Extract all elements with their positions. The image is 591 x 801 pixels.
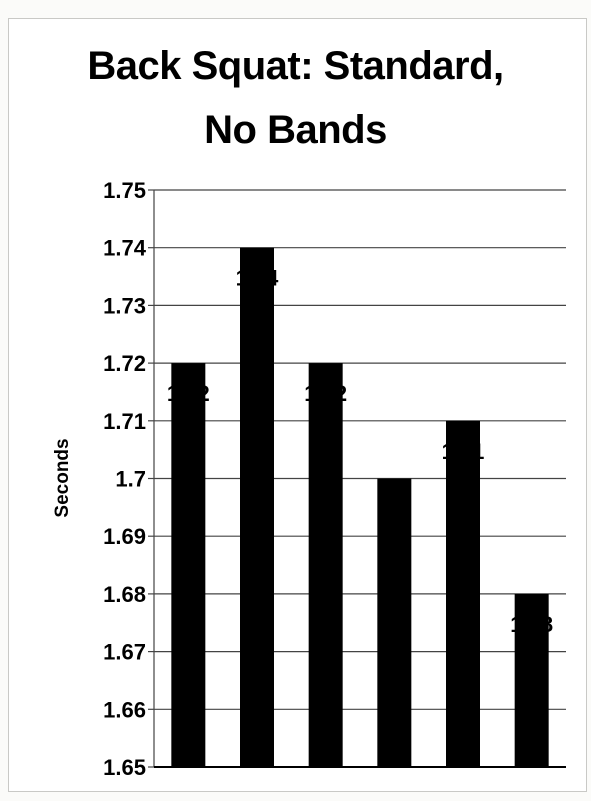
y-tick-label: 1.74 [103,236,147,261]
y-tick-label: 1.65 [103,755,146,780]
data-label: 1.71 [442,439,485,464]
y-tick-label: 1.67 [103,640,146,665]
data-label: 1.74 [236,266,280,291]
bars [171,247,549,767]
gridlines [148,189,566,768]
y-tick-label: 1.72 [103,351,146,376]
data-label: 1.72 [304,381,347,406]
chart-title-line-2: No Bands [204,108,387,152]
bar [377,478,412,767]
y-tick-label: 1.69 [103,524,146,549]
bar [514,593,549,767]
y-tick-label: 1.7 [115,467,146,492]
y-tick-label: 1.66 [103,697,146,722]
data-label: 1.68 [510,612,553,637]
data-label: 1.7 [379,497,410,522]
data-label: 1.72 [167,381,210,406]
bar [171,363,206,767]
y-axis-title: Seconds [52,438,73,517]
y-tick-label: 1.71 [103,409,146,434]
y-tick-label: 1.75 [103,178,146,203]
bar [308,363,343,767]
bar [446,420,480,767]
chart-frame [8,18,587,792]
y-tick-label: 1.73 [103,293,146,318]
data-labels: 1.72 1.74 1.72 1.7 1.71 1.68 [167,266,553,637]
bar [240,247,274,767]
chart-title-line-1: Back Squat: Standard, [87,44,504,88]
y-axis-ticks: 1.75 1.74 1.73 1.72 1.71 1.7 1.69 1.68 1.67 1.66 1… [103,178,147,780]
y-tick-label: 1.68 [103,582,146,607]
